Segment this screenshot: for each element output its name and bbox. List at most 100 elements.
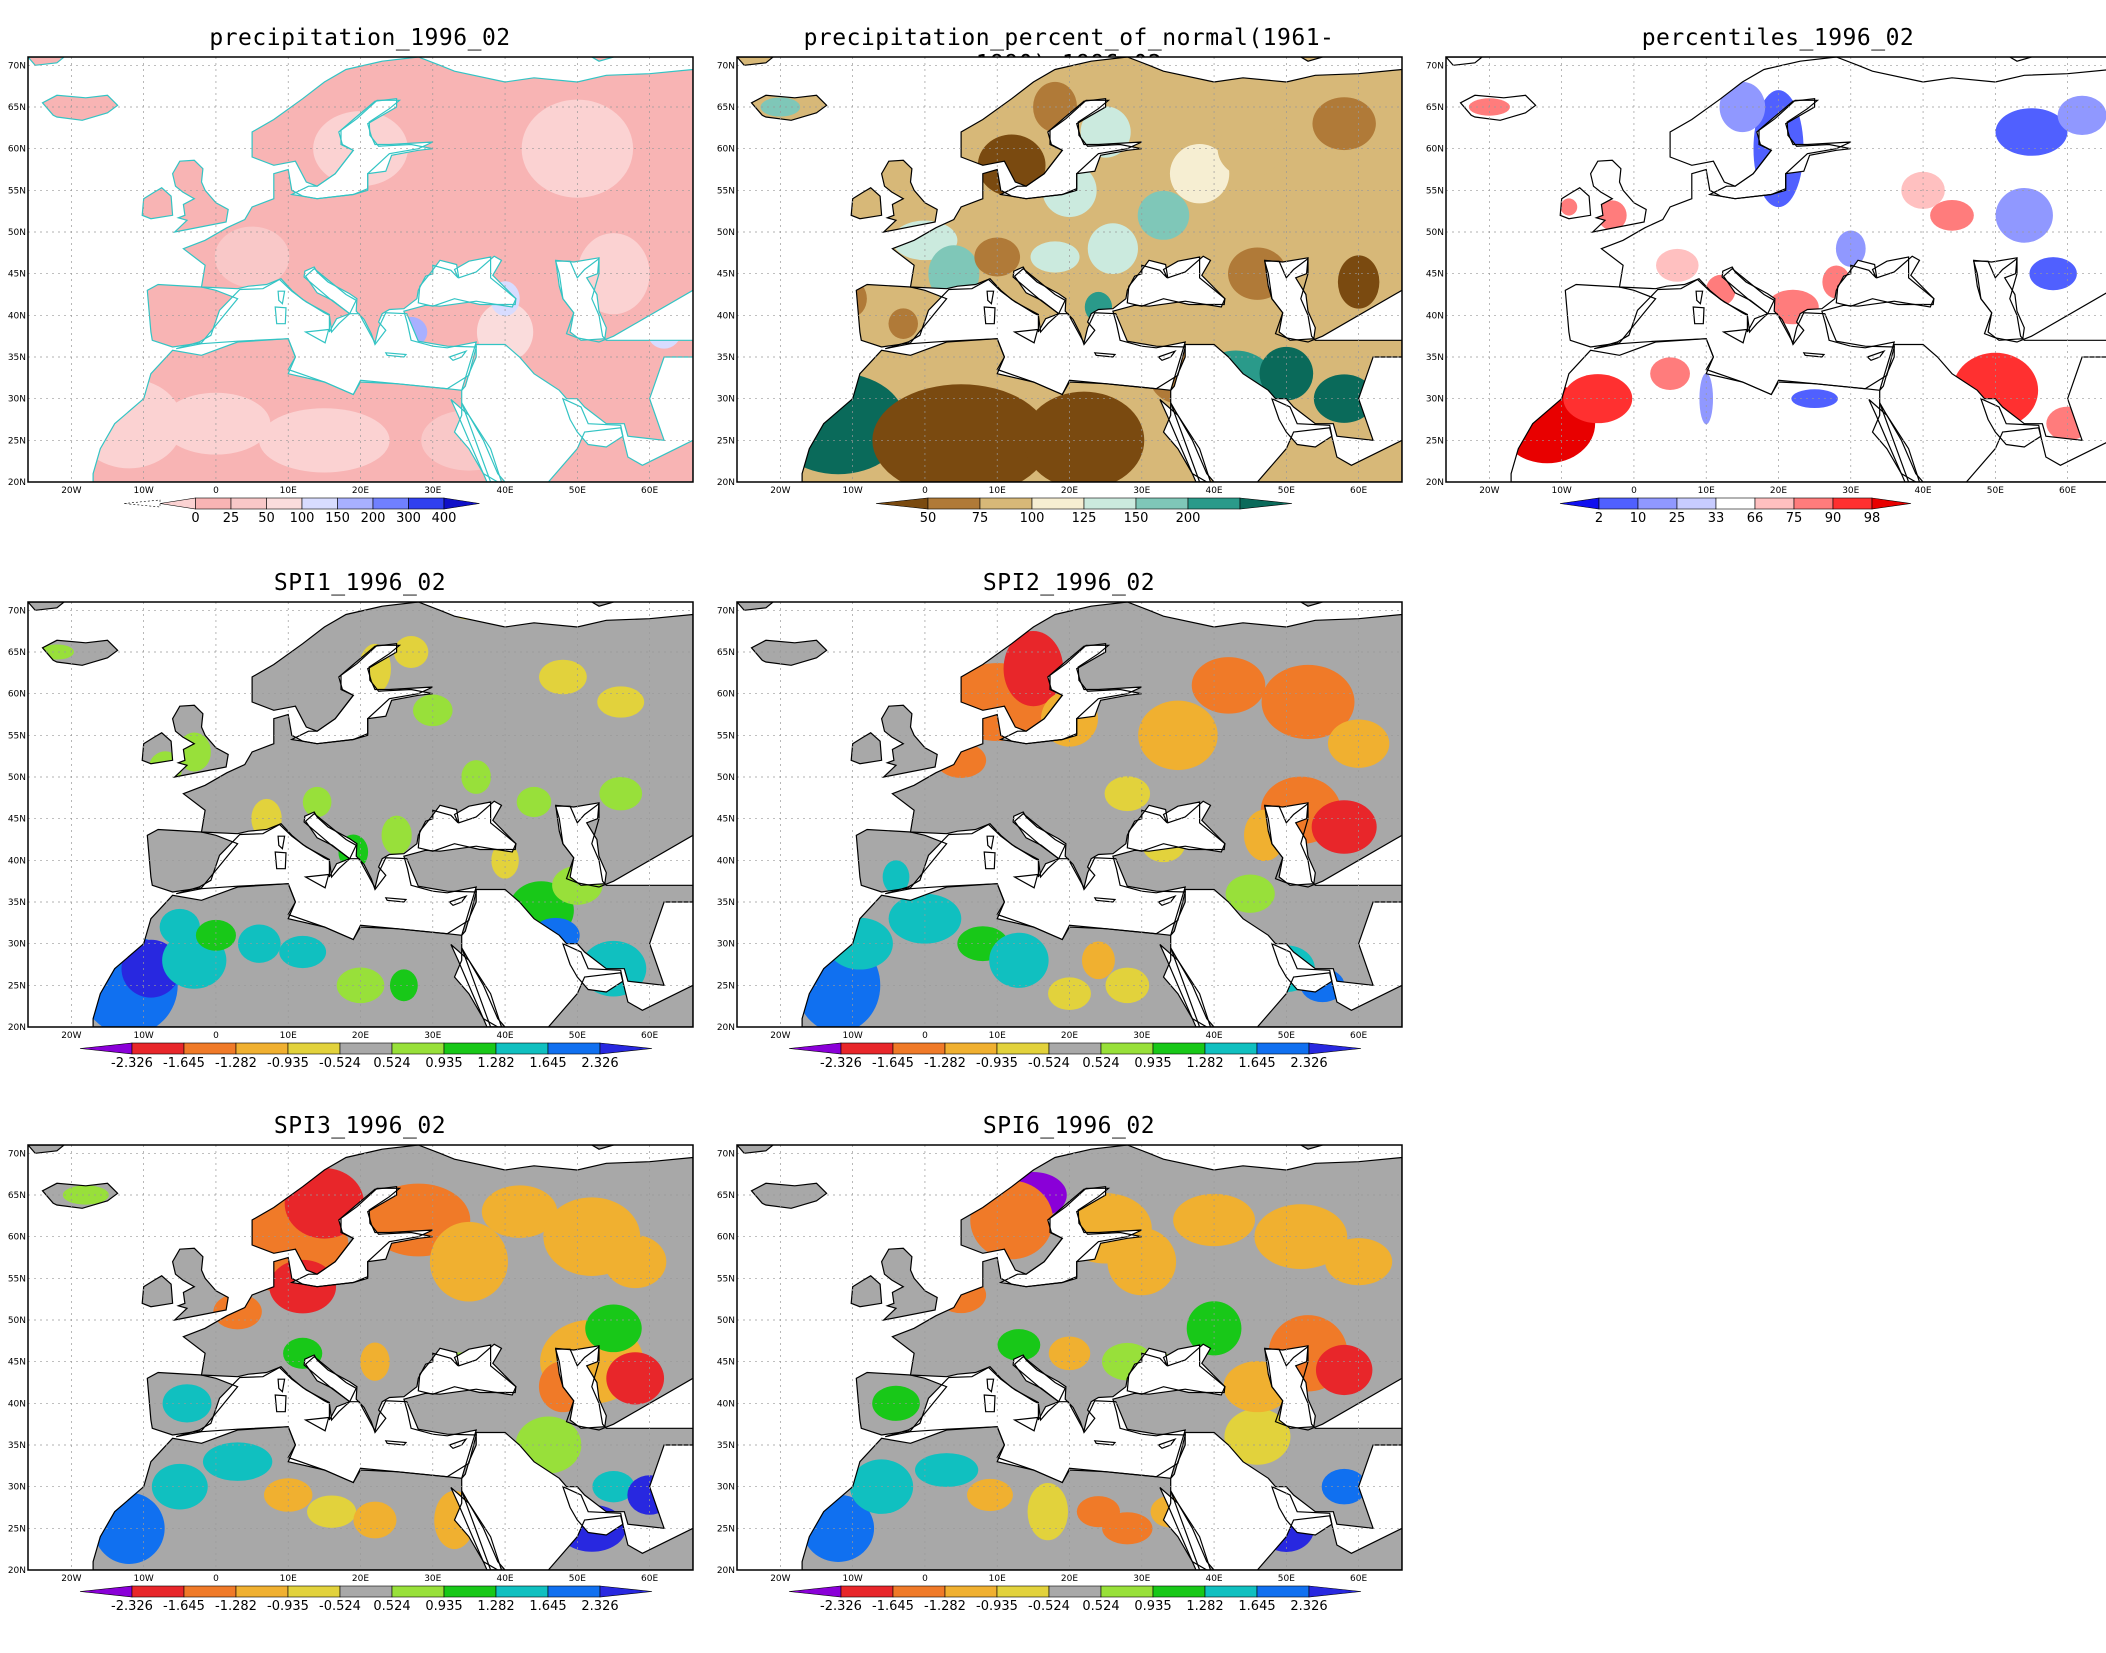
field-blob bbox=[1261, 664, 1355, 740]
field-blob bbox=[393, 636, 429, 668]
lat-tick-label: 60N bbox=[8, 690, 26, 700]
sea-caspian bbox=[1973, 257, 2025, 341]
lat-tick-label: 65N bbox=[8, 103, 26, 113]
coastline-ireland bbox=[141, 732, 174, 765]
coastline-caspian bbox=[1973, 257, 2025, 341]
lat-tick-label: 20N bbox=[1426, 478, 1444, 488]
coastline-arabia bbox=[461, 1490, 693, 1570]
lat-tick-label: 60N bbox=[717, 690, 735, 700]
field-blob bbox=[1138, 700, 1218, 771]
colorbar-cell bbox=[266, 497, 303, 510]
map-frame bbox=[27, 1144, 694, 1571]
field-blob bbox=[1137, 190, 1190, 240]
lat-tick-label: 40N bbox=[8, 856, 26, 866]
colorbar-cell bbox=[1031, 497, 1085, 510]
field-blob bbox=[2057, 95, 2106, 135]
sea-adriatic bbox=[1014, 268, 1066, 314]
lon-tick-label: 20E bbox=[1061, 486, 1078, 496]
colorbar-cell bbox=[892, 1585, 946, 1598]
colorbar-label: 1.282 bbox=[477, 1599, 514, 1614]
sea-redsea bbox=[1159, 1487, 1211, 1570]
colorbar-label: 1.645 bbox=[1238, 1056, 1275, 1071]
coastline-caspian bbox=[555, 257, 607, 341]
colorbar-cell bbox=[131, 1042, 185, 1055]
panel-spi1: SPI1_1996_02 20N 25N 30N 35N 40N 45N 50N 55N 60N… bbox=[8, 570, 714, 1110]
colorbar-cell bbox=[840, 1585, 894, 1598]
coastline-arabia bbox=[1170, 1490, 1402, 1570]
field-blob bbox=[599, 776, 643, 811]
colorbar-cell bbox=[1048, 1042, 1102, 1055]
coastline-sicily bbox=[1721, 328, 1748, 344]
lon-tick-label: 10W bbox=[1551, 486, 1571, 496]
colorbar-cell bbox=[1559, 497, 1600, 510]
sea-gulf bbox=[562, 1486, 623, 1535]
field-blob bbox=[1217, 119, 1283, 178]
colorbar-cell bbox=[996, 1042, 1050, 1055]
coastline-redsea bbox=[1159, 1487, 1212, 1570]
coastline-iberia bbox=[146, 828, 239, 893]
lat-tick-label: 50N bbox=[717, 773, 735, 783]
coastline-redsea bbox=[1159, 399, 1212, 482]
coastline-ireland bbox=[141, 187, 174, 220]
colorbar-under-arrow bbox=[123, 499, 161, 508]
field-blob bbox=[307, 1495, 357, 1528]
lat-tick-label: 70N bbox=[717, 1149, 735, 1159]
lat-tick-label: 50N bbox=[1426, 228, 1444, 238]
sea-black bbox=[418, 801, 516, 852]
field-blob bbox=[1650, 357, 1690, 391]
colorbar-label: 1.645 bbox=[529, 1599, 566, 1614]
sea-gulf bbox=[1271, 1486, 1332, 1535]
coastline-black bbox=[1835, 255, 1935, 307]
lon-tick-label: 0 bbox=[213, 486, 219, 496]
sea-gulf bbox=[1980, 398, 2041, 447]
colorbar-cell bbox=[788, 1042, 842, 1055]
field-blob bbox=[1173, 1193, 1256, 1247]
coastline-sicily bbox=[303, 328, 330, 344]
map-frame bbox=[27, 601, 694, 1028]
sea-baltic bbox=[1709, 100, 1851, 199]
field-blob bbox=[1560, 198, 1578, 216]
lon-tick-label: 60E bbox=[641, 1031, 658, 1041]
panel-precipitation: precipitation_1996_02 20N 25N 30N 35N 40N 45N… bbox=[8, 25, 714, 565]
panel-title: SPI3_1996_02 bbox=[273, 1113, 447, 1139]
lon-tick-label: 10W bbox=[133, 1031, 153, 1041]
field-blob bbox=[1930, 199, 1974, 231]
coastline-greenland bbox=[1446, 57, 1484, 66]
colorbar-cell bbox=[230, 497, 267, 510]
coastline-gulf bbox=[561, 397, 624, 448]
coastline-black bbox=[1126, 800, 1226, 852]
colorbar-cell bbox=[892, 1042, 946, 1055]
lon-tick-label: 60E bbox=[1350, 1031, 1367, 1041]
field-blob bbox=[1003, 631, 1064, 707]
field-blob bbox=[62, 1185, 109, 1205]
field-blob bbox=[264, 1478, 313, 1512]
lat-tick-label: 55N bbox=[717, 186, 735, 196]
sea-adriatic bbox=[1723, 268, 1775, 314]
sea-caspian bbox=[555, 1345, 607, 1429]
colorbar-cell bbox=[1754, 497, 1795, 510]
coastline-med bbox=[885, 1366, 1186, 1484]
coastline-med bbox=[885, 278, 1186, 396]
colorbar-cell bbox=[1204, 1585, 1258, 1598]
lon-tick-label: 40E bbox=[1205, 1574, 1222, 1584]
sea-caspian bbox=[1264, 1345, 1316, 1429]
field-blob bbox=[353, 1501, 397, 1539]
field-blob bbox=[539, 659, 587, 695]
lon-tick-label: 60E bbox=[2059, 486, 2076, 496]
lon-tick-label: 30E bbox=[424, 1574, 441, 1584]
coastline-corsica bbox=[986, 1378, 995, 1393]
colorbar-label: 2.326 bbox=[1290, 1056, 1327, 1071]
coastline-adriatic bbox=[1013, 267, 1066, 315]
field-blob bbox=[1023, 391, 1145, 482]
colorbar-label: -0.524 bbox=[1028, 1056, 1070, 1071]
lat-tick-label: 60N bbox=[8, 1233, 26, 1243]
sea-baltic bbox=[1000, 1188, 1142, 1287]
lat-tick-label: 45N bbox=[717, 270, 735, 280]
colorbar-label: -1.645 bbox=[163, 1056, 205, 1071]
map-frame bbox=[736, 601, 1403, 1028]
sea-gulf bbox=[562, 943, 623, 992]
colorbar-label: 0.524 bbox=[1082, 1056, 1119, 1071]
lat-tick-label: 35N bbox=[717, 1441, 735, 1451]
lat-tick-label: 25N bbox=[717, 436, 735, 446]
